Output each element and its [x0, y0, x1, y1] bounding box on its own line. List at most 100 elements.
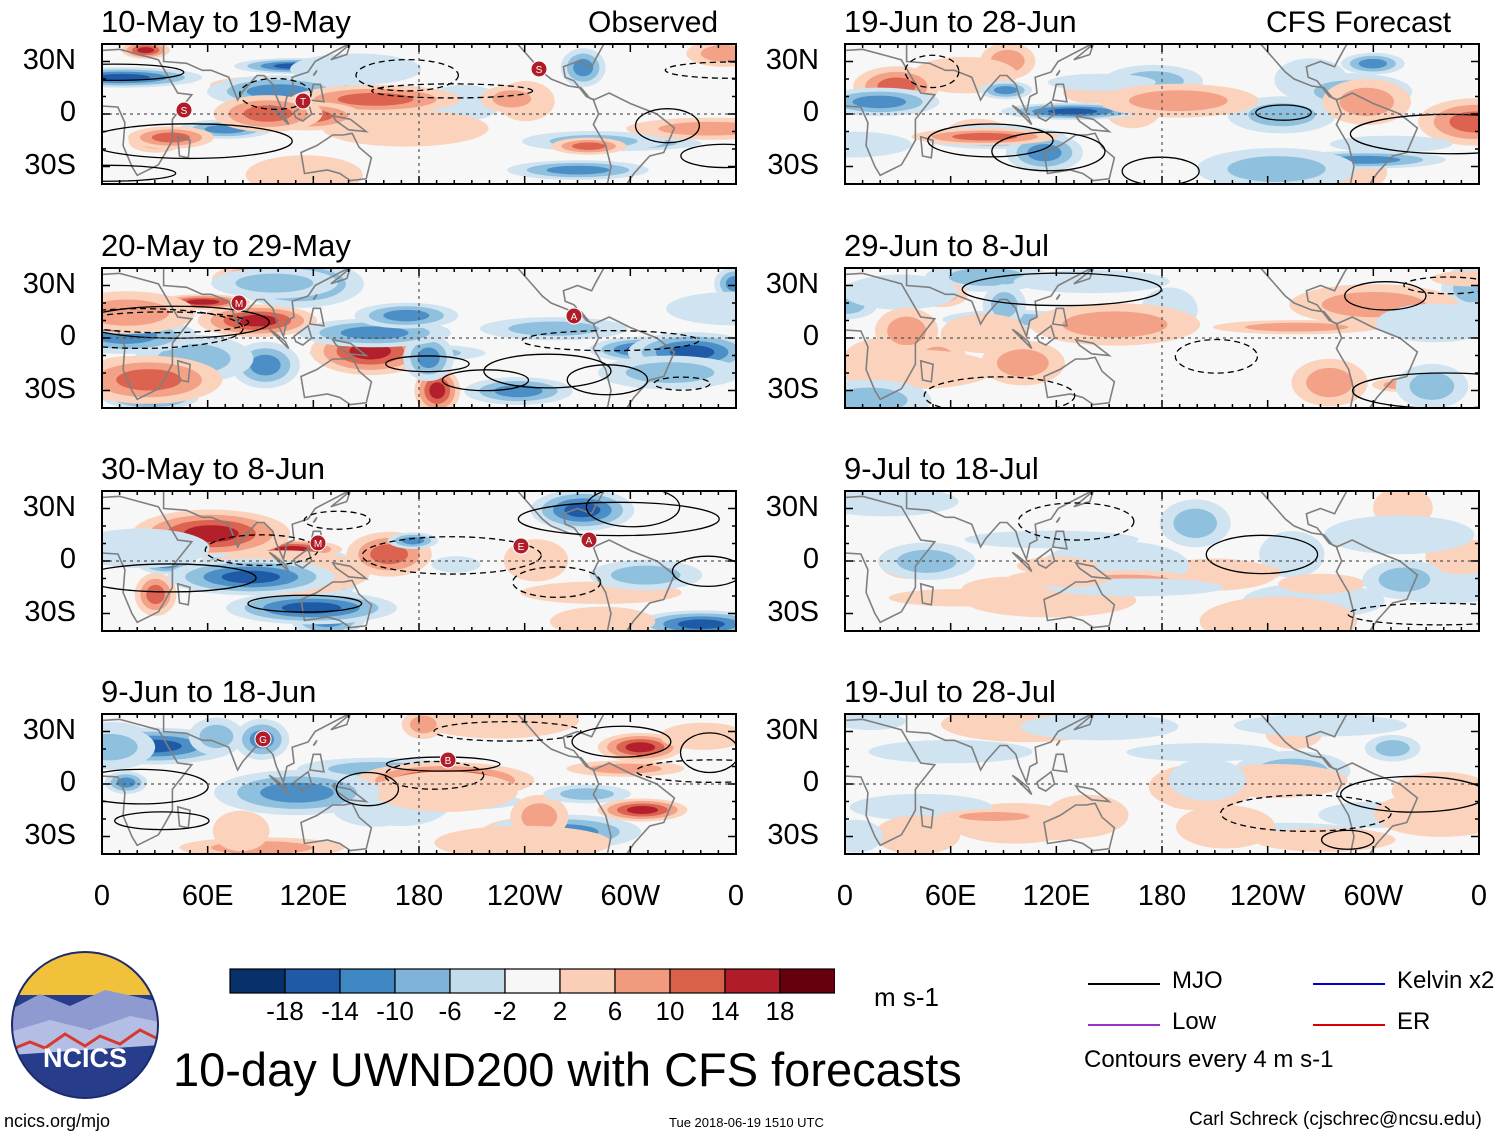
anomaly-blob	[1047, 73, 1156, 91]
colorbar-label: -14	[321, 996, 359, 1026]
anomaly-blob	[146, 584, 165, 605]
footer-url[interactable]: ncics.org/mjo	[4, 1111, 111, 1131]
mjo-contours	[904, 54, 1479, 184]
colorbar-swatch	[339, 968, 396, 994]
colorbar-label: -6	[438, 996, 462, 1026]
colorbar-label: 18	[765, 996, 795, 1026]
coastline	[1259, 268, 1348, 325]
coastline	[162, 268, 349, 339]
panel-period-title: 30-May to 8-Jun	[101, 451, 325, 486]
coastline	[330, 784, 369, 803]
anomaly-blob	[340, 326, 409, 340]
map-panel	[844, 490, 1480, 632]
mjo-contour	[517, 501, 720, 537]
anomaly-blob	[845, 274, 958, 310]
mjo-contour	[634, 108, 700, 144]
anomaly-blob	[887, 316, 927, 346]
mjo-contour	[102, 305, 270, 339]
anomaly-blob	[102, 299, 170, 326]
legend-label: ER	[1397, 1008, 1431, 1035]
coastline	[1055, 516, 1061, 524]
lat-tick-label: 0	[59, 766, 76, 798]
mjo-contour	[384, 760, 485, 790]
map-panel: GB	[101, 713, 737, 855]
lat-tick-label: 30S	[767, 818, 819, 851]
coastline	[1011, 104, 1033, 126]
lon-tick-label: 120E	[279, 880, 348, 912]
coastline	[176, 582, 191, 606]
coastline	[919, 582, 934, 606]
anomaly-blob	[874, 815, 961, 854]
storm-label: B	[445, 756, 452, 767]
coastline	[516, 268, 605, 325]
anomaly-blob	[546, 165, 610, 175]
coastline	[1043, 802, 1116, 852]
anomaly-blob	[1378, 567, 1431, 592]
lat-tick-label: 30N	[22, 713, 76, 746]
anomaly-blob	[186, 299, 220, 305]
coastline	[905, 714, 1092, 785]
coastline	[300, 579, 373, 629]
observed-column-title: Observed	[588, 6, 719, 39]
anomaly-blob	[102, 73, 151, 81]
coastline	[1036, 100, 1056, 122]
anomaly-blob	[418, 714, 580, 739]
anomaly-blob	[868, 740, 1033, 764]
coastline	[1073, 784, 1112, 803]
anomaly-blob	[896, 549, 957, 573]
coastline	[919, 805, 934, 829]
anomaly-blob	[1225, 564, 1282, 582]
colorbar-label: -18	[266, 996, 304, 1026]
coastline	[1259, 491, 1348, 548]
colorbar	[229, 968, 835, 994]
coastline	[1073, 114, 1112, 133]
coastline	[1036, 324, 1056, 346]
coastline	[919, 359, 934, 383]
lat-tick-label: 0	[59, 320, 76, 352]
colorbar-swatch	[614, 968, 671, 994]
mjo-contour	[927, 123, 1054, 158]
mjo-contour	[679, 732, 736, 774]
lat-tick-label: 30S	[767, 372, 819, 405]
mjo-contour	[991, 131, 1106, 172]
colorbar-swatch	[449, 968, 506, 994]
mjo-contour	[102, 123, 293, 160]
mjo-contours	[1017, 502, 1479, 626]
legend-line-kelvin-x2	[1313, 983, 1385, 985]
anomaly-blob	[1339, 87, 1395, 117]
anomaly-blob	[625, 362, 715, 383]
coastline	[330, 714, 352, 731]
coastline	[330, 268, 352, 285]
coastline	[102, 272, 194, 401]
coastline	[1259, 714, 1348, 771]
coastline	[293, 547, 313, 569]
anomaly-blob	[290, 53, 422, 85]
coastline	[312, 69, 318, 77]
mjo-contour	[441, 369, 530, 392]
anomaly-blob	[1373, 791, 1479, 837]
colorbar-label: 6	[607, 996, 623, 1026]
anomaly-blob	[1126, 743, 1278, 762]
colorbar-label: -2	[493, 996, 517, 1026]
anomaly-blob	[1376, 303, 1479, 343]
anomaly-blob	[845, 131, 912, 158]
anomaly-blob	[1020, 714, 1179, 741]
anomaly-blob	[1306, 367, 1354, 398]
legend-label: Low	[1172, 1008, 1217, 1035]
anomaly-blob	[1375, 740, 1410, 757]
storm-marker	[230, 294, 248, 312]
storm-label: G	[259, 735, 267, 746]
map-panel	[844, 267, 1480, 409]
coastline	[300, 802, 373, 852]
anomaly-blob	[560, 788, 614, 800]
colorbar-swatch	[779, 968, 835, 994]
colorbar-label: 10	[655, 996, 685, 1026]
coastline	[592, 762, 676, 854]
coastline	[905, 268, 1092, 339]
storm-label: A	[571, 312, 578, 323]
legend-line-er	[1313, 1024, 1385, 1026]
mjo-contour	[1340, 775, 1479, 813]
anomaly-blob	[948, 268, 1025, 286]
anomaly-blob	[1259, 531, 1325, 578]
anomaly-blob	[1173, 508, 1218, 538]
